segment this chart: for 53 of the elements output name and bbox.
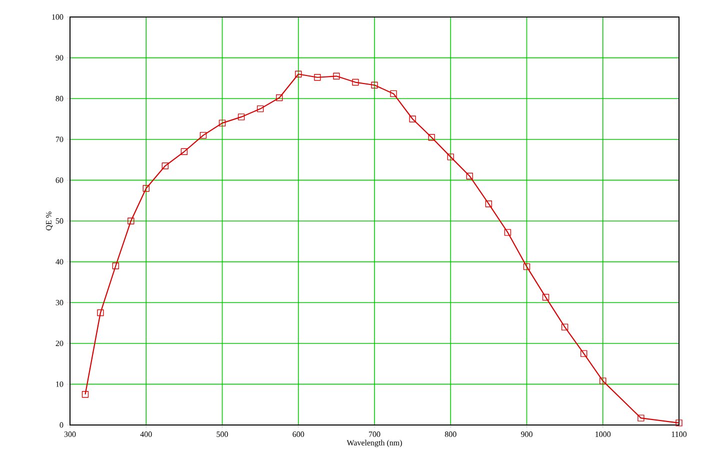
y-tick-label: 80: [56, 96, 64, 102]
point: [180, 148, 188, 155]
point: [447, 154, 454, 160]
point: [504, 229, 512, 236]
point: [390, 90, 397, 98]
point: [638, 414, 644, 422]
y-tick-label: 50: [56, 218, 64, 224]
x-axis-title: Wavelength (nm): [346, 440, 402, 448]
x-tick-label: 900: [521, 432, 532, 437]
y-tick-label: 30: [56, 300, 64, 306]
x-tick-label: 800: [444, 432, 456, 437]
point: [676, 420, 682, 426]
y-tick-label: 10: [56, 381, 64, 387]
point: [218, 120, 226, 126]
y-tick-label: 40: [56, 259, 64, 264]
point: [409, 116, 416, 122]
point: [485, 200, 492, 208]
x-tick-label: 1000: [596, 432, 611, 437]
point: [542, 294, 550, 301]
y-tick-label: 70: [56, 136, 64, 142]
x-tick-label: 400: [140, 432, 152, 437]
point: [466, 172, 474, 180]
point: [112, 262, 120, 270]
y-tick-label: 60: [56, 177, 64, 183]
y-tick-label: 20: [56, 340, 64, 346]
point: [333, 72, 340, 80]
point: [580, 350, 588, 357]
point: [276, 94, 283, 102]
point: [97, 309, 104, 316]
point: [82, 391, 89, 398]
point: [200, 132, 207, 139]
point: [428, 134, 435, 141]
x-tick-label: 1100: [672, 432, 687, 437]
point: [142, 185, 150, 192]
y-tick-label: 0: [60, 422, 64, 428]
y-tick-label: 90: [56, 55, 64, 60]
y-axis-title: QE %: [46, 212, 53, 230]
point: [600, 378, 606, 384]
y-tick-label: 100: [52, 14, 64, 20]
point: [238, 114, 245, 120]
point: [523, 263, 530, 270]
point: [162, 162, 169, 170]
point: [371, 82, 378, 88]
point: [256, 105, 264, 112]
point: [295, 70, 302, 78]
x-tick-label: 600: [292, 432, 304, 437]
point: [352, 78, 359, 86]
point: [561, 324, 568, 330]
x-tick-label: 300: [64, 432, 76, 437]
x-tick-label: 500: [216, 432, 228, 437]
point: [128, 218, 134, 224]
x-tick-label: 700: [369, 432, 380, 437]
point: [314, 74, 321, 81]
